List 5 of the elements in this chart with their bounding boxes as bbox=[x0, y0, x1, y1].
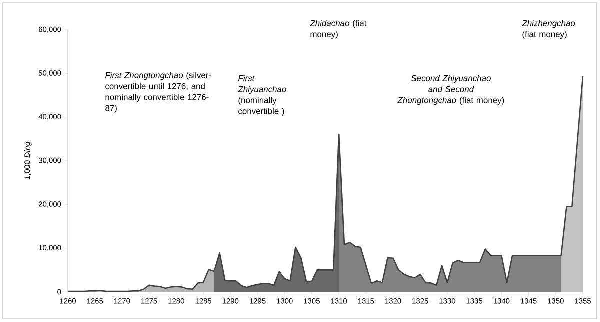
annotation: First Zhiyuanchao (nominally convertible ) bbox=[238, 75, 286, 116]
annotation: First Zhongtongchao (silver-convertible until 1276, and nominally convertible 1276-87) bbox=[105, 72, 212, 113]
text: Zhidachao (fiat money) bbox=[310, 20, 367, 40]
annotation: Second Zhiyuanchao and Second Zhongtongchao (fiat money) bbox=[398, 75, 504, 105]
annotation: Zhizhengchao (fiat money) bbox=[522, 20, 576, 40]
